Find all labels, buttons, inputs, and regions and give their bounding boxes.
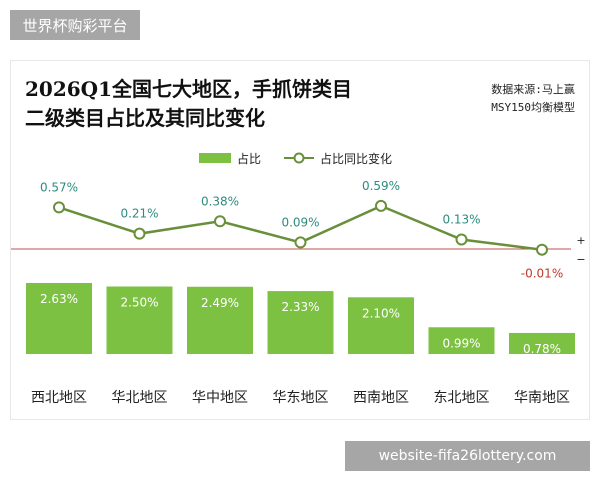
line-value-label: 0.09% bbox=[281, 215, 319, 229]
bar-value-label: 2.63% bbox=[40, 292, 78, 306]
source-line1: 数据来源:马上赢 bbox=[491, 83, 575, 96]
watermark-url: website-fifa26lottery.com bbox=[345, 441, 590, 471]
minus-sign: − bbox=[576, 253, 585, 266]
legend-bar-swatch bbox=[199, 153, 231, 163]
chart-title: 2026Q1全国七大地区，手抓饼类目 二级类目占比及其同比变化 bbox=[25, 75, 352, 133]
bar bbox=[106, 286, 173, 354]
line-point bbox=[53, 201, 65, 214]
line-series: 0.57% 0.21% 0.38% 0.09% 0.59% 0.13% -0.01% bbox=[40, 179, 563, 281]
combo-chart: 占比 占比同比变化 2.63% 2.50% 2.49% 2.33% 2.10% 0.99%… bbox=[11, 151, 586, 406]
chart-title-line1: 2026Q1全国七大地区，手抓饼类目 bbox=[25, 77, 353, 101]
bar bbox=[26, 282, 92, 354]
line-point bbox=[375, 199, 387, 212]
x-tick-label: 华南地区 bbox=[514, 390, 570, 406]
line-value-label: -0.01% bbox=[521, 267, 563, 281]
x-tick-label: 华北地区 bbox=[112, 390, 168, 406]
line-value-label: 0.21% bbox=[120, 207, 158, 221]
chart-panel: 2026Q1全国七大地区，手抓饼类目 二级类目占比及其同比变化 数据来源:马上赢… bbox=[10, 60, 590, 420]
chart-legend: 占比 占比同比变化 bbox=[199, 151, 392, 166]
line-value-label: 0.38% bbox=[201, 194, 239, 208]
bar-value-label: 2.10% bbox=[362, 306, 400, 320]
line-value-label: 0.59% bbox=[362, 179, 400, 193]
bar bbox=[267, 291, 334, 354]
line-point bbox=[214, 215, 226, 228]
data-source-note: 数据来源:马上赢 MSY150均衡模型 bbox=[491, 81, 575, 117]
x-tick-label: 东北地区 bbox=[434, 390, 490, 406]
x-tick-label: 西南地区 bbox=[353, 390, 409, 406]
zero-baseline-group: +− bbox=[11, 234, 586, 266]
plus-sign: + bbox=[576, 234, 585, 247]
site-tag: 世界杯购彩平台 bbox=[10, 10, 140, 40]
bar-value-label: 2.49% bbox=[201, 296, 239, 310]
chart-title-line2: 二级类目占比及其同比变化 bbox=[25, 106, 265, 130]
legend-bar-label: 占比 bbox=[237, 151, 261, 166]
bar-value-label: 2.50% bbox=[120, 296, 158, 310]
x-axis-labels: 西北地区 华北地区 华中地区 华东地区 西南地区 东北地区 华南地区 bbox=[31, 390, 570, 406]
bar-value-label: 2.33% bbox=[281, 300, 319, 314]
x-tick-label: 西北地区 bbox=[31, 390, 87, 406]
x-tick-label: 华中地区 bbox=[192, 390, 248, 406]
line-value-label: 0.57% bbox=[40, 180, 78, 194]
bar bbox=[187, 286, 253, 354]
bar bbox=[428, 327, 495, 354]
bar-value-label: 0.99% bbox=[442, 336, 480, 350]
bar bbox=[348, 297, 414, 354]
line-value-label: 0.13% bbox=[442, 213, 480, 227]
line-point bbox=[536, 243, 548, 256]
legend-line-label: 占比同比变化 bbox=[320, 151, 392, 166]
line-point bbox=[294, 236, 307, 249]
bar-value-label: 0.78% bbox=[523, 342, 561, 356]
line-point bbox=[455, 233, 468, 246]
legend-line-marker bbox=[293, 152, 305, 164]
x-tick-label: 华东地区 bbox=[273, 390, 329, 406]
line-point bbox=[133, 227, 146, 240]
source-line2: MSY150均衡模型 bbox=[491, 101, 575, 114]
bar bbox=[509, 332, 575, 354]
bar-series: 2.63% 2.50% 2.49% 2.33% 2.10% 0.99% 0.78% bbox=[26, 282, 575, 356]
